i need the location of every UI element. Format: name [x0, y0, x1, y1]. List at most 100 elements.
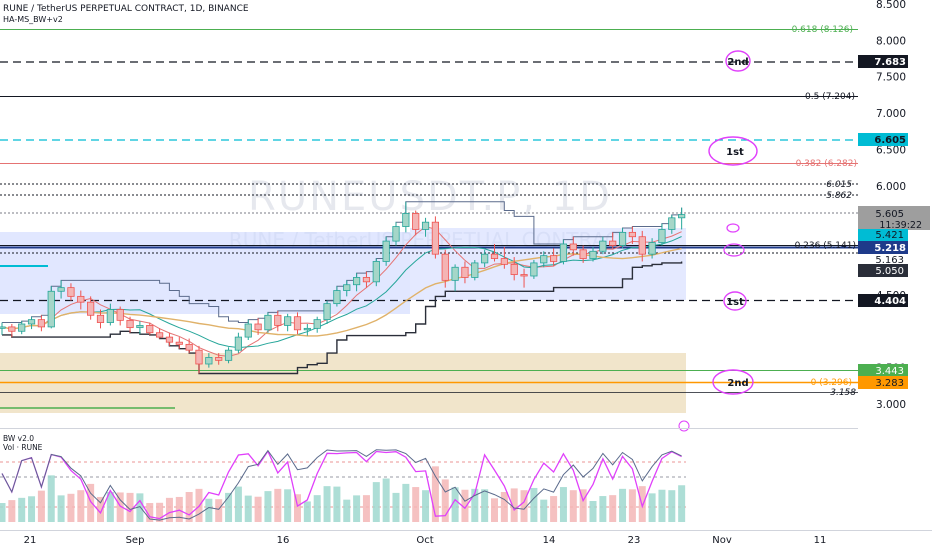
volume-bar — [343, 499, 351, 522]
symbol-header[interactable]: RUNE / TetherUS PERPETUAL CONTRACT, 1D, … — [3, 4, 249, 14]
last-price-box — [858, 206, 930, 230]
candle[interactable] — [559, 243, 568, 262]
candle[interactable] — [352, 277, 361, 286]
candle[interactable] — [67, 287, 75, 297]
volume-bar — [0, 503, 6, 522]
candle[interactable] — [412, 213, 420, 230]
candle[interactable] — [146, 325, 154, 334]
volume-bar — [530, 487, 538, 522]
candle[interactable] — [668, 217, 676, 230]
candle[interactable] — [264, 314, 272, 331]
volume-bar — [412, 487, 420, 522]
candle[interactable] — [116, 309, 124, 321]
candle[interactable] — [205, 357, 213, 365]
candle[interactable] — [500, 258, 508, 265]
candle[interactable] — [441, 253, 449, 281]
candle[interactable] — [510, 263, 518, 275]
candle[interactable] — [343, 284, 351, 291]
candle[interactable] — [618, 231, 627, 246]
candle[interactable] — [372, 261, 380, 283]
candle[interactable] — [8, 326, 16, 332]
candle[interactable] — [126, 319, 134, 329]
candle[interactable] — [215, 357, 223, 361]
fib-0618-label: 0.618 (8.126) — [792, 25, 853, 35]
candle[interactable] — [47, 290, 55, 328]
candle[interactable] — [254, 323, 262, 331]
candle[interactable] — [520, 274, 528, 277]
volume-bar — [47, 475, 55, 522]
price-label-5421-box — [858, 229, 908, 241]
candle[interactable] — [155, 332, 164, 338]
candle[interactable] — [313, 319, 321, 329]
volume-bar — [491, 498, 498, 522]
volume-bar — [589, 501, 597, 522]
candle[interactable] — [323, 303, 331, 321]
candle[interactable] — [569, 243, 577, 251]
candle[interactable] — [57, 287, 65, 292]
candle[interactable] — [540, 255, 548, 264]
candle[interactable] — [106, 309, 114, 323]
annotation-2nd-bottom: 2nd — [727, 378, 748, 389]
candle[interactable] — [37, 319, 46, 328]
candle[interactable] — [481, 253, 489, 264]
candle[interactable] — [658, 229, 666, 243]
candle[interactable] — [382, 240, 390, 262]
fib-0382-label: 0.382 (6.282) — [796, 159, 857, 169]
candle[interactable] — [431, 221, 440, 255]
candle[interactable] — [284, 316, 292, 326]
candle[interactable] — [579, 249, 587, 259]
candle[interactable] — [471, 262, 479, 278]
candle[interactable] — [648, 242, 656, 255]
candle[interactable] — [421, 221, 430, 230]
time-axis[interactable] — [0, 530, 932, 550]
candle[interactable] — [244, 323, 252, 338]
candle[interactable] — [678, 214, 686, 219]
candle[interactable] — [234, 336, 242, 351]
level-6015-label: 6.015 — [826, 180, 852, 190]
candle[interactable] — [77, 295, 85, 303]
candle[interactable] — [628, 231, 637, 238]
candle[interactable] — [451, 266, 459, 281]
candle[interactable] — [224, 349, 233, 361]
blue-zone — [0, 232, 410, 314]
candle[interactable] — [589, 250, 597, 259]
candle[interactable] — [96, 314, 105, 323]
candle[interactable] — [185, 343, 193, 351]
volume-bar — [156, 502, 164, 522]
annotation-1st-top: 1st — [726, 147, 744, 158]
candle[interactable] — [27, 319, 36, 325]
candle[interactable] — [392, 226, 400, 242]
indicator-header[interactable]: HA-MS_BW+v2 — [3, 15, 63, 24]
candle[interactable] — [175, 341, 183, 345]
price-label-5163: 5.163 — [875, 255, 904, 266]
candle[interactable] — [490, 253, 499, 259]
volume-bar — [97, 496, 104, 522]
candles[interactable] — [0, 201, 686, 374]
price-label-5050-box — [858, 264, 908, 277]
event-marker-icon[interactable] — [678, 420, 690, 432]
candle[interactable] — [0, 326, 6, 329]
x-tick-23: 23 — [628, 535, 641, 546]
candle[interactable] — [461, 266, 469, 278]
candle[interactable] — [638, 236, 646, 255]
candle[interactable] — [195, 349, 203, 365]
candle[interactable] — [609, 240, 617, 246]
volume-bar — [274, 488, 282, 522]
candle[interactable] — [550, 255, 558, 262]
candle[interactable] — [303, 327, 311, 331]
candle[interactable] — [402, 213, 410, 227]
candle[interactable] — [87, 301, 95, 316]
candle[interactable] — [362, 277, 371, 283]
candle[interactable] — [333, 290, 341, 305]
volume-bar — [500, 492, 508, 522]
candle[interactable] — [530, 262, 538, 277]
candle[interactable] — [274, 314, 282, 326]
candle[interactable] — [18, 323, 26, 332]
candle[interactable] — [136, 325, 144, 329]
candle[interactable] — [165, 336, 174, 343]
candle[interactable] — [293, 316, 302, 331]
volume-bar — [18, 497, 26, 522]
candle[interactable] — [599, 240, 607, 252]
annotation-circle-1st-bottom — [723, 291, 747, 311]
